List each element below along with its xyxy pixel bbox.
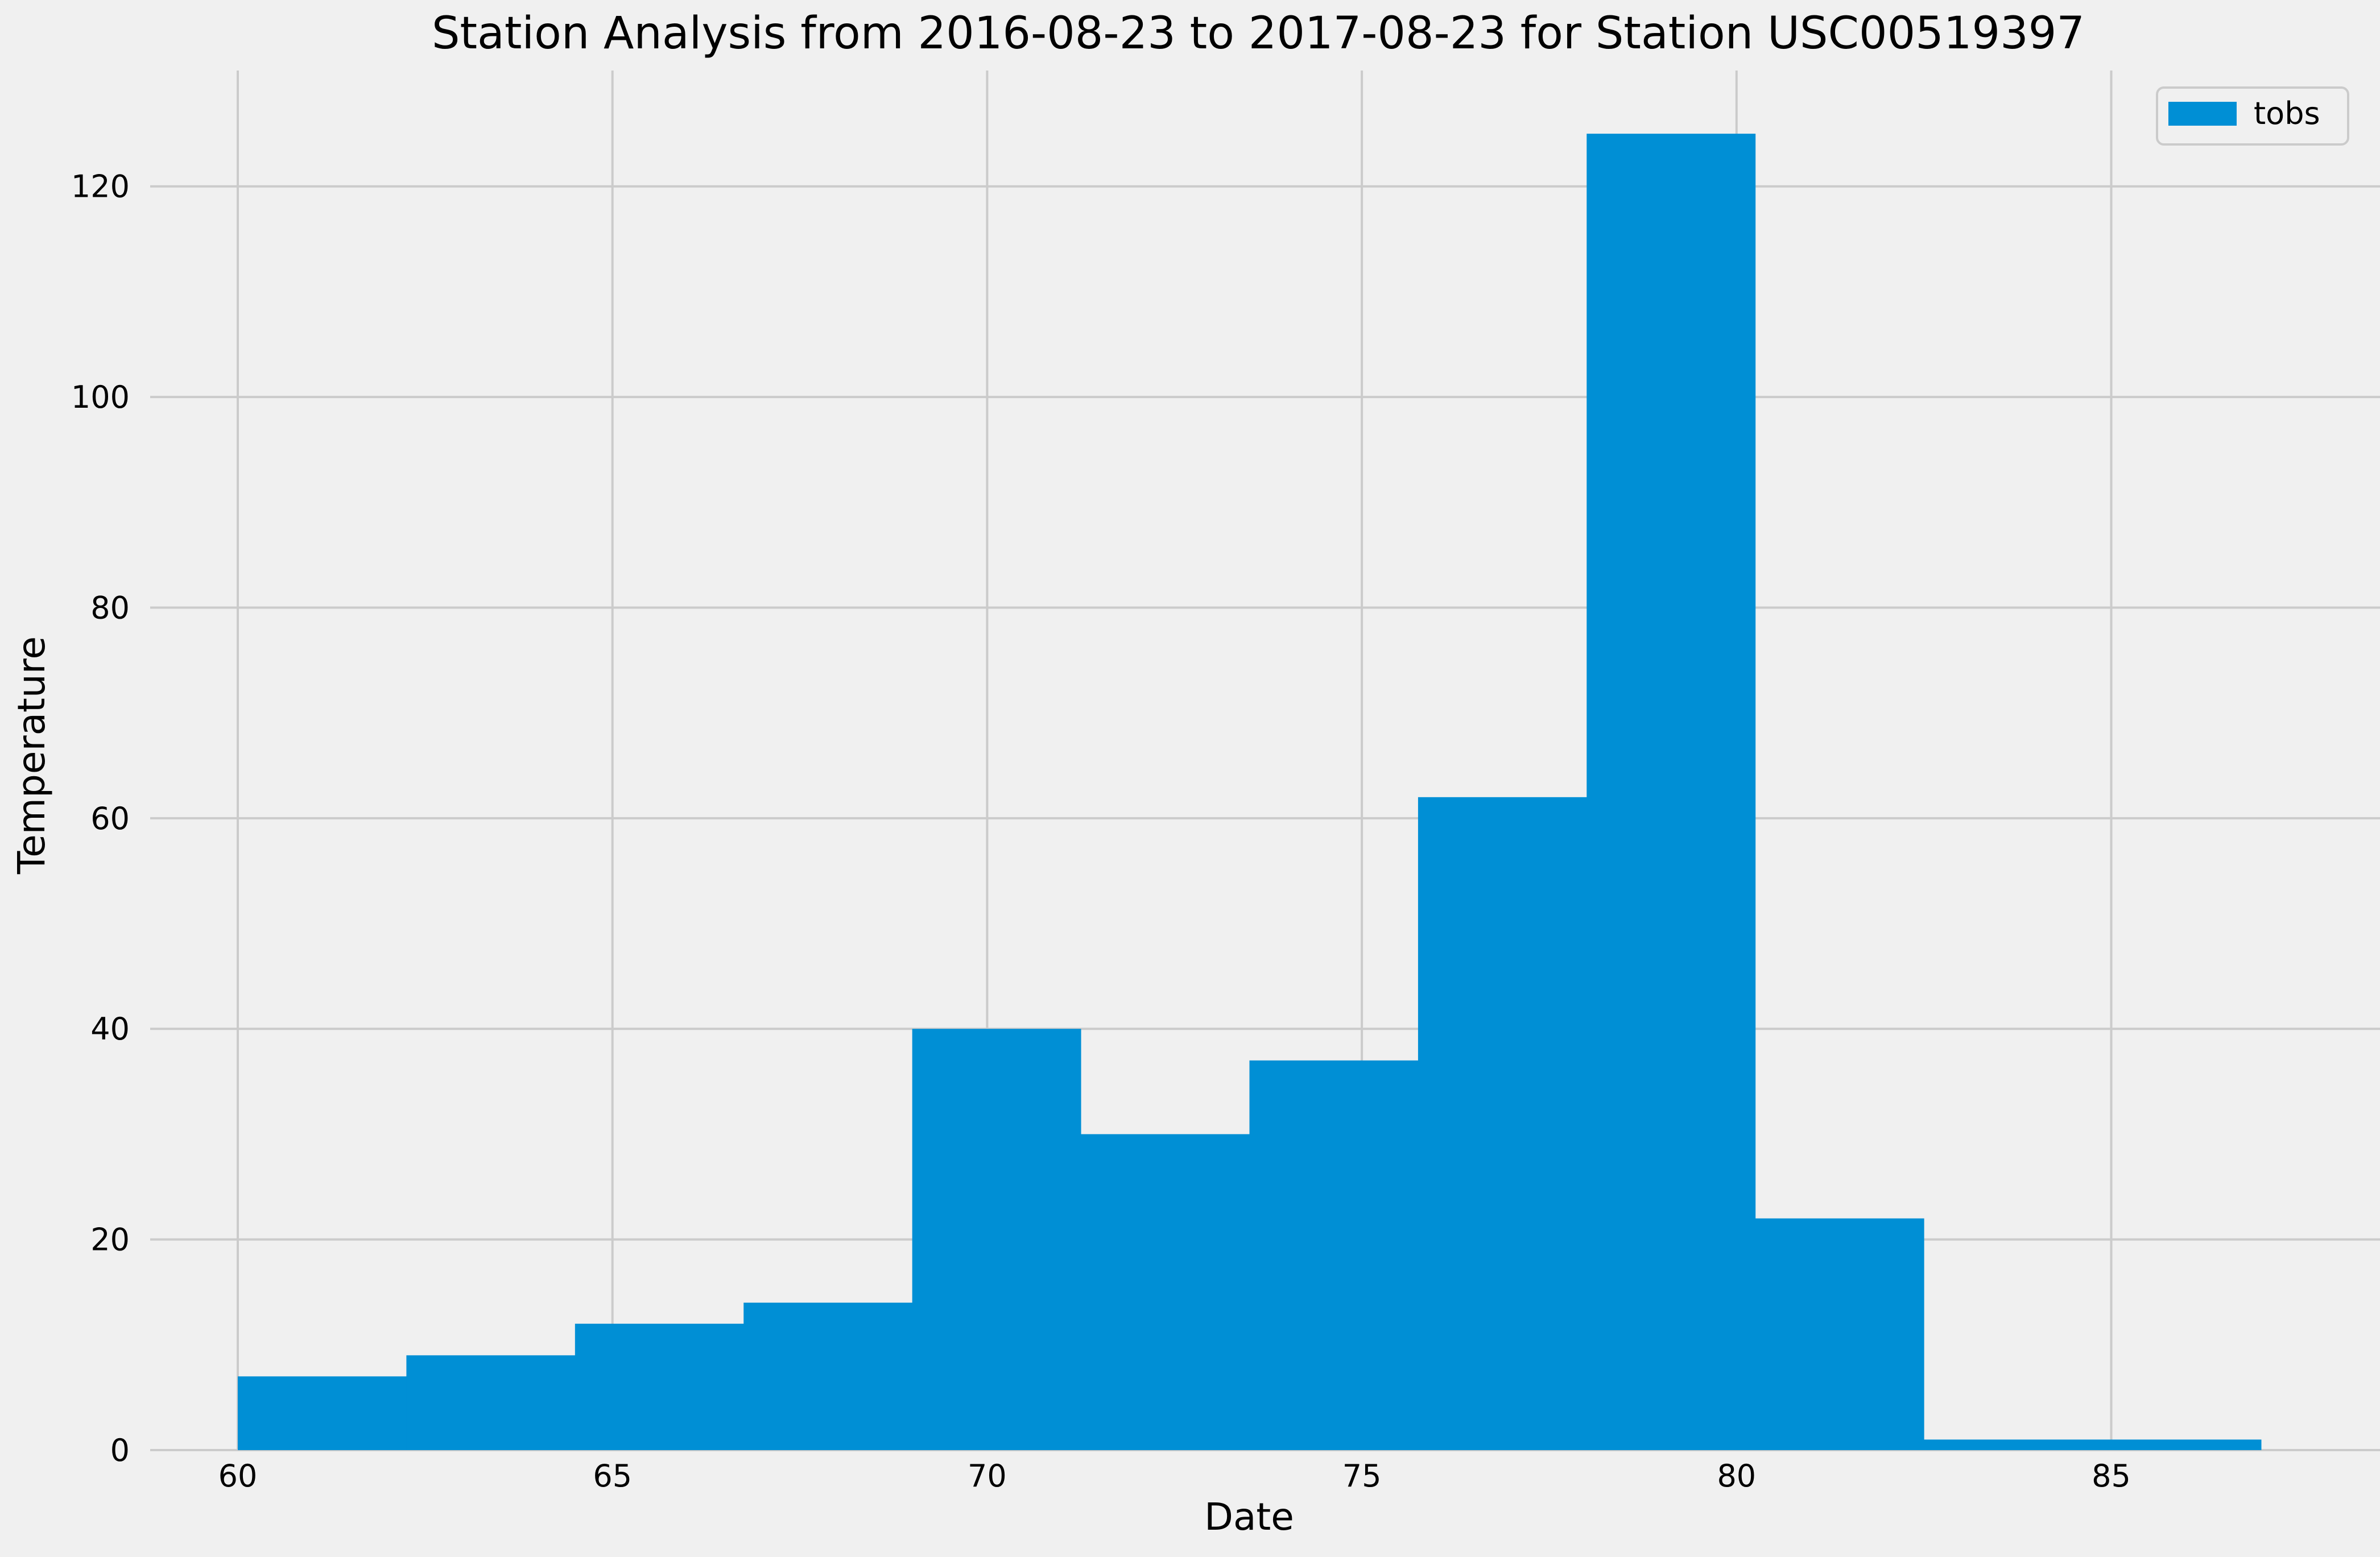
x-tick-label-70: 70 [968,1458,1007,1494]
y-axis-label: Temperature [10,636,53,875]
x-tick-label-75: 75 [1342,1458,1382,1494]
histogram-bar-7 [1418,797,1587,1450]
legend-label-tobs: tobs [2254,96,2320,131]
histogram-bar-5 [1081,1134,1250,1450]
histogram-bar-8 [1586,134,1756,1450]
histogram-bar-11 [2092,1439,2262,1450]
x-tick-label-60: 60 [218,1458,258,1494]
x-tick-label-65: 65 [593,1458,632,1494]
axis-tick-labels: 60 65 70 75 80 85 0 20 40 60 80 100 120 [71,169,2131,1494]
histogram-bar-9 [1755,1218,1924,1450]
legend: tobs [2156,86,2349,146]
histogram-bar-3 [743,1302,913,1450]
histogram-bar-6 [1249,1060,1419,1450]
histogram-bar-0 [238,1376,407,1450]
y-tick-label-40: 40 [90,1011,130,1047]
y-tick-label-120: 120 [71,169,130,205]
y-tick-label-20: 20 [90,1222,130,1258]
x-axis-label: Date [1204,1495,1294,1539]
y-tick-label-0: 0 [110,1432,130,1468]
histogram-bar-10 [1924,1439,2093,1450]
x-tick-label-80: 80 [1717,1458,1756,1494]
histogram-bar-2 [575,1323,744,1450]
y-tick-label-60: 60 [90,801,130,837]
legend-swatch-tobs [2168,102,2237,126]
chart-title: Station Analysis from 2016-08-23 to 2017… [432,8,2085,59]
histogram-bar-4 [912,1029,1081,1450]
x-tick-label-85: 85 [2092,1458,2131,1494]
y-tick-label-80: 80 [90,590,130,626]
histogram-bar-1 [406,1355,576,1450]
y-tick-label-100: 100 [71,379,130,415]
histogram-bars [238,134,2262,1450]
